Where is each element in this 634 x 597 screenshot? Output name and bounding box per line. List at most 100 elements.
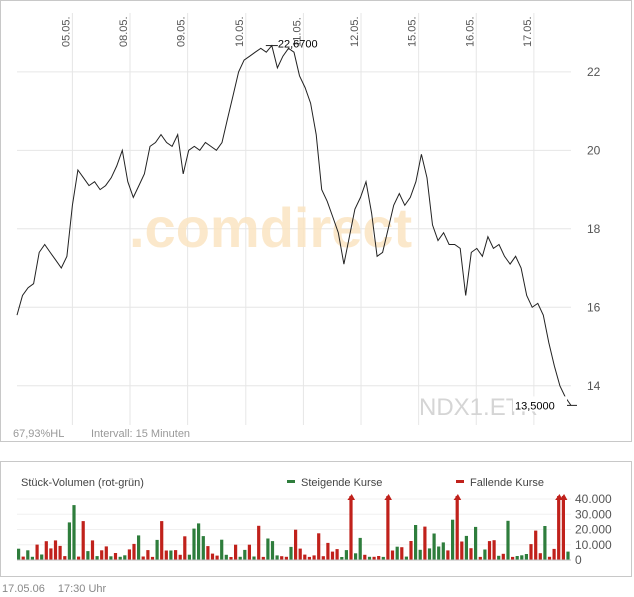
volume-tick-label: 20.000 bbox=[575, 523, 612, 537]
volume-bar bbox=[40, 554, 44, 560]
volume-bar bbox=[511, 556, 515, 560]
volume-bar bbox=[492, 540, 496, 560]
price-chart-panel: 05.05. 08.05. 09.05. 10.05. 11.05. 12.05. 15.0… bbox=[0, 0, 632, 442]
volume-bar bbox=[113, 553, 118, 560]
volume-bar bbox=[53, 540, 58, 560]
volume-bar bbox=[201, 536, 205, 560]
footer: 17.05.06 17:30 Uhr bbox=[2, 583, 116, 595]
volume-tick-label: 30.000 bbox=[575, 507, 612, 521]
volume-overflow-arrow bbox=[347, 494, 356, 500]
volume-bar bbox=[72, 505, 76, 560]
volume-bar bbox=[95, 556, 99, 560]
volume-bar bbox=[552, 548, 556, 560]
volume-bar bbox=[543, 526, 547, 560]
volume-bar bbox=[409, 541, 413, 560]
volume-bar bbox=[460, 541, 464, 560]
volume-bar bbox=[35, 544, 39, 560]
volume-bar bbox=[354, 553, 358, 560]
volume-bar bbox=[141, 556, 145, 560]
volume-bar bbox=[146, 550, 150, 560]
volume-bar bbox=[30, 556, 34, 560]
footer-time: 17:30 Uhr bbox=[57, 583, 107, 595]
y-tick-label: 18 bbox=[587, 222, 601, 236]
volume-bar bbox=[524, 554, 528, 560]
volume-bar bbox=[77, 556, 81, 560]
x-tick-label: 11.05. bbox=[291, 17, 303, 47]
volume-bar bbox=[243, 549, 247, 560]
volume-bar bbox=[451, 519, 455, 560]
volume-bar bbox=[280, 556, 284, 560]
volume-tick-label: 10.000 bbox=[575, 538, 612, 552]
volume-bar bbox=[363, 554, 367, 560]
legend-label: Steigende Kurse bbox=[301, 477, 382, 489]
volume-bar bbox=[90, 540, 95, 560]
volume-bar bbox=[390, 550, 395, 560]
volume-bar bbox=[557, 496, 561, 560]
volume-bar bbox=[464, 535, 468, 560]
volume-bar bbox=[174, 550, 178, 560]
volume-bar bbox=[197, 523, 201, 560]
volume-bar bbox=[137, 535, 141, 560]
volume-bar bbox=[183, 536, 187, 560]
volume-title: Stück-Volumen (rot-grün) bbox=[21, 477, 144, 489]
footer-date: 17.05.06 bbox=[2, 583, 45, 595]
volume-bar bbox=[298, 548, 302, 560]
volume-bar bbox=[118, 556, 122, 560]
watermark-logo: .comdirect bbox=[129, 196, 412, 259]
y-tick-label: 16 bbox=[587, 300, 601, 314]
volume-bar bbox=[538, 553, 542, 560]
volume-bar bbox=[483, 549, 487, 560]
volume-bar bbox=[49, 548, 53, 560]
volume-bar bbox=[432, 533, 436, 560]
volume-bar bbox=[284, 556, 288, 560]
legend-swatch bbox=[456, 480, 464, 483]
volume-bar bbox=[515, 556, 519, 560]
x-tick-label: 09.05. bbox=[176, 16, 188, 47]
volume-bar bbox=[192, 528, 196, 560]
volume-bar bbox=[446, 550, 450, 560]
volume-bar bbox=[487, 541, 492, 560]
volume-tick-label: 40.000 bbox=[575, 492, 612, 506]
x-tick-label: 10.05. bbox=[234, 16, 246, 47]
x-tick-label: 15.05. bbox=[407, 16, 419, 47]
x-tick-label: 16.05. bbox=[464, 16, 476, 47]
legend-label: Fallende Kurse bbox=[470, 477, 544, 489]
volume-bar bbox=[547, 556, 552, 560]
volume-bar bbox=[414, 525, 418, 560]
volume-bar bbox=[187, 554, 191, 560]
volume-bar bbox=[169, 550, 173, 560]
volume-bar bbox=[224, 554, 228, 560]
volume-bar bbox=[381, 556, 385, 560]
volume-bar bbox=[335, 549, 339, 560]
y-tick-label: 22 bbox=[587, 65, 601, 79]
volume-bar bbox=[501, 553, 505, 560]
volume-bar bbox=[349, 496, 353, 560]
volume-bar bbox=[377, 556, 381, 560]
volume-overflow-arrow bbox=[559, 494, 568, 500]
volume-bar bbox=[127, 549, 131, 560]
volume-bar bbox=[44, 541, 48, 560]
volume-bar bbox=[534, 530, 538, 560]
volume-bar bbox=[132, 543, 136, 560]
volume-bar bbox=[17, 548, 21, 560]
volume-bar bbox=[404, 556, 408, 560]
volume-bar bbox=[386, 496, 390, 560]
volume-bar bbox=[210, 553, 215, 560]
volume-bar bbox=[63, 556, 67, 560]
volume-bar bbox=[229, 557, 233, 560]
volume-bar bbox=[215, 555, 219, 560]
volume-bar bbox=[506, 520, 510, 560]
y-tick-label: 14 bbox=[587, 379, 601, 393]
volume-bar bbox=[478, 556, 482, 560]
volume-bar bbox=[206, 546, 210, 560]
volume-bar bbox=[266, 538, 270, 560]
price-line bbox=[16, 44, 572, 406]
volume-bar bbox=[238, 556, 242, 560]
volume-bar bbox=[123, 555, 127, 560]
volume-bar bbox=[303, 554, 307, 560]
volume-bar bbox=[109, 556, 113, 560]
volume-bar bbox=[164, 550, 168, 560]
volume-bar bbox=[358, 537, 362, 560]
volume-bar bbox=[400, 547, 404, 560]
volume-bar bbox=[67, 522, 71, 560]
